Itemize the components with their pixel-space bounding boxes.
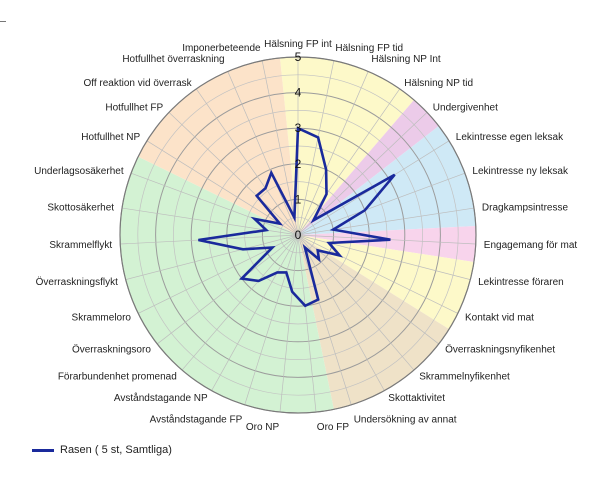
grid-spoke	[157, 234, 299, 345]
category-label: Hälsning FP int	[264, 39, 332, 50]
grid-spoke	[125, 234, 299, 280]
category-label: Skottosäkerhet	[47, 202, 114, 213]
category-label: Oro FP	[317, 422, 350, 433]
category-label: Lekintresse föraren	[478, 277, 564, 288]
category-label: Hotfullhet FP	[105, 102, 163, 113]
corner-tick	[0, 21, 6, 22]
category-label: Hälsning NP tid	[404, 78, 473, 89]
category-label: Engagemang för mat	[484, 240, 578, 251]
category-label: Undersökning av annat	[354, 415, 457, 426]
tick-label: 2	[295, 157, 302, 171]
category-label: Off reaktion vid överrask	[83, 78, 192, 89]
tick-label: 4	[295, 86, 302, 100]
grid-spoke	[297, 234, 352, 405]
band-mat	[298, 225, 476, 262]
grid-spoke	[297, 60, 335, 236]
grid-spoke	[196, 88, 299, 236]
radial-tick-labels: 0 1 2 3 4 5	[295, 50, 302, 242]
category-label: Hälsning NP Int	[371, 54, 441, 65]
outer-ring	[119, 56, 477, 414]
category-label: Dragkampsintresse	[482, 202, 569, 213]
category-label: Skrammeloro	[72, 312, 132, 323]
grid-spoke	[279, 234, 299, 413]
grid-spoke	[297, 71, 369, 236]
category-label: Lekintresse ny leksak	[472, 166, 569, 177]
category-label: Hotfullhet NP	[81, 132, 140, 143]
grid-spoke	[261, 60, 299, 236]
grid-spoke	[297, 234, 458, 314]
category-label: Överraskningsnyfikenhet	[445, 343, 555, 355]
grid-spoke	[168, 112, 299, 236]
category-label: Hälsning FP tid	[335, 43, 403, 54]
grid-spoke	[297, 88, 400, 236]
category-label: Skrammelnyfikenhet	[419, 372, 510, 383]
category-label: Imponerbeteende	[182, 43, 261, 54]
series-layer	[198, 126, 396, 308]
band-oro	[120, 156, 334, 413]
band-hotfullhet	[138, 57, 298, 235]
tick-label: 5	[295, 50, 302, 64]
grid-spoke	[297, 234, 317, 413]
grid-spoke	[227, 71, 299, 236]
category-label: Överraskningsflykt	[36, 276, 118, 288]
category-label: Förarbundenhet promenad	[58, 372, 177, 383]
grid-spoke	[211, 234, 299, 391]
category-label: Skrammelflykt	[49, 240, 112, 251]
category-label: Avståndstagande FP	[150, 414, 243, 426]
category-label: Oro NP	[246, 422, 280, 433]
category-label: Underlagsosäkerhet	[34, 166, 124, 177]
grid-spoke	[244, 234, 299, 405]
series-line-0	[198, 126, 396, 308]
category-label: Skottaktivitet	[388, 393, 445, 404]
category-label: Undergivenhet	[433, 102, 498, 113]
grid-spoke	[121, 207, 299, 236]
category-label: Hotfullhet överraskning	[122, 54, 224, 65]
legend-swatch	[32, 448, 54, 452]
grid-spoke	[130, 172, 299, 236]
grid-spoke	[146, 140, 299, 236]
tick-label: 1	[295, 192, 302, 206]
grid-spoke	[181, 234, 299, 371]
band-halsning	[279, 57, 414, 235]
grid-spoke	[297, 234, 471, 280]
legend-label: Rasen ( 5 st, Samtliga)	[60, 444, 172, 456]
category-label: Överraskningsoro	[72, 343, 151, 355]
legend[interactable]: Rasen ( 5 st, Samtliga)	[32, 444, 172, 456]
tick-label: 3	[295, 121, 302, 135]
category-label: Avståndstagande NP	[114, 392, 208, 404]
grid-spoke	[297, 207, 475, 236]
band-kontakt	[298, 235, 474, 330]
category-label: Lekintresse egen leksak	[456, 132, 564, 143]
grid-spoke	[297, 172, 466, 236]
grid-spoke	[297, 112, 428, 236]
grid-spoke	[297, 234, 385, 391]
tick-label: 0	[295, 228, 302, 242]
category-label: Kontakt vid mat	[465, 312, 534, 323]
grid-spoke	[297, 234, 439, 345]
